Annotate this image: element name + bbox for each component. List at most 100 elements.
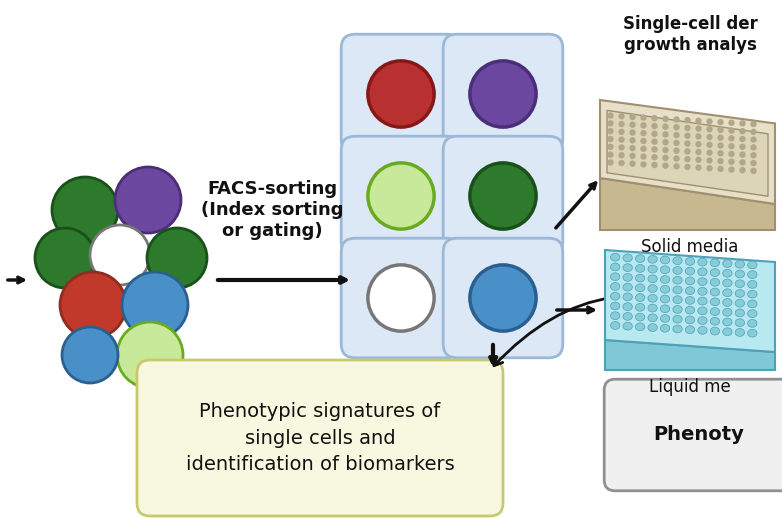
Ellipse shape xyxy=(710,298,719,306)
Circle shape xyxy=(718,128,723,132)
Circle shape xyxy=(707,150,712,155)
Ellipse shape xyxy=(698,288,707,295)
Ellipse shape xyxy=(660,305,669,313)
Circle shape xyxy=(652,163,657,167)
Circle shape xyxy=(630,138,635,143)
Circle shape xyxy=(707,142,712,147)
Circle shape xyxy=(663,124,668,129)
Ellipse shape xyxy=(698,327,707,334)
Circle shape xyxy=(619,160,624,166)
Ellipse shape xyxy=(673,296,682,304)
Circle shape xyxy=(608,160,613,165)
Ellipse shape xyxy=(648,255,658,263)
Ellipse shape xyxy=(710,327,719,335)
Ellipse shape xyxy=(660,315,669,322)
Circle shape xyxy=(608,113,613,118)
Circle shape xyxy=(718,120,723,125)
Circle shape xyxy=(707,166,712,171)
Ellipse shape xyxy=(611,321,620,329)
Circle shape xyxy=(718,135,723,140)
Circle shape xyxy=(718,143,723,148)
Ellipse shape xyxy=(698,278,707,286)
Circle shape xyxy=(641,146,646,151)
Circle shape xyxy=(663,116,668,121)
Ellipse shape xyxy=(748,280,757,288)
FancyBboxPatch shape xyxy=(341,34,461,154)
Ellipse shape xyxy=(368,265,434,331)
Ellipse shape xyxy=(648,265,658,273)
Ellipse shape xyxy=(673,325,682,333)
Ellipse shape xyxy=(723,269,732,277)
Circle shape xyxy=(674,156,679,161)
Ellipse shape xyxy=(147,228,207,288)
Circle shape xyxy=(729,120,734,125)
Ellipse shape xyxy=(35,228,95,288)
Circle shape xyxy=(619,114,624,119)
Ellipse shape xyxy=(723,318,732,326)
Circle shape xyxy=(740,152,745,157)
Circle shape xyxy=(663,163,668,168)
Ellipse shape xyxy=(710,317,719,325)
Circle shape xyxy=(740,168,745,172)
Ellipse shape xyxy=(623,313,633,320)
Ellipse shape xyxy=(368,61,434,127)
Circle shape xyxy=(729,152,734,156)
Circle shape xyxy=(652,155,657,160)
Ellipse shape xyxy=(636,274,645,282)
Polygon shape xyxy=(600,100,775,204)
Ellipse shape xyxy=(470,61,536,127)
Circle shape xyxy=(751,168,756,173)
Ellipse shape xyxy=(611,292,620,300)
Circle shape xyxy=(718,151,723,156)
Ellipse shape xyxy=(673,257,682,265)
Ellipse shape xyxy=(673,315,682,323)
Circle shape xyxy=(652,123,657,129)
Circle shape xyxy=(729,136,734,141)
Ellipse shape xyxy=(723,299,732,306)
Ellipse shape xyxy=(698,297,707,305)
Ellipse shape xyxy=(673,267,682,275)
Ellipse shape xyxy=(636,255,645,263)
Circle shape xyxy=(674,164,679,169)
Circle shape xyxy=(652,116,657,121)
Ellipse shape xyxy=(660,266,669,274)
Ellipse shape xyxy=(735,309,744,317)
Circle shape xyxy=(608,137,613,142)
Ellipse shape xyxy=(660,276,669,283)
Circle shape xyxy=(696,150,701,155)
Ellipse shape xyxy=(623,254,633,262)
Ellipse shape xyxy=(611,273,620,281)
Ellipse shape xyxy=(611,253,620,261)
Circle shape xyxy=(674,125,679,130)
Circle shape xyxy=(751,145,756,150)
Ellipse shape xyxy=(636,284,645,292)
Ellipse shape xyxy=(723,308,732,316)
Circle shape xyxy=(740,129,745,134)
Circle shape xyxy=(652,147,657,152)
Circle shape xyxy=(641,162,646,167)
Ellipse shape xyxy=(611,263,620,271)
Ellipse shape xyxy=(685,277,694,285)
Circle shape xyxy=(619,145,624,150)
Ellipse shape xyxy=(52,177,118,243)
Ellipse shape xyxy=(648,294,658,302)
Ellipse shape xyxy=(623,274,633,281)
Circle shape xyxy=(696,142,701,147)
Circle shape xyxy=(663,140,668,145)
Ellipse shape xyxy=(673,286,682,294)
Ellipse shape xyxy=(62,327,118,383)
Ellipse shape xyxy=(685,267,694,275)
Ellipse shape xyxy=(685,316,694,324)
FancyBboxPatch shape xyxy=(604,379,782,491)
Circle shape xyxy=(729,167,734,172)
Ellipse shape xyxy=(636,294,645,302)
Ellipse shape xyxy=(698,317,707,325)
Circle shape xyxy=(740,160,745,165)
Ellipse shape xyxy=(748,310,757,318)
Ellipse shape xyxy=(115,167,181,233)
Circle shape xyxy=(619,129,624,134)
Ellipse shape xyxy=(698,268,707,276)
Circle shape xyxy=(674,140,679,145)
Ellipse shape xyxy=(735,319,744,327)
Circle shape xyxy=(729,144,734,148)
